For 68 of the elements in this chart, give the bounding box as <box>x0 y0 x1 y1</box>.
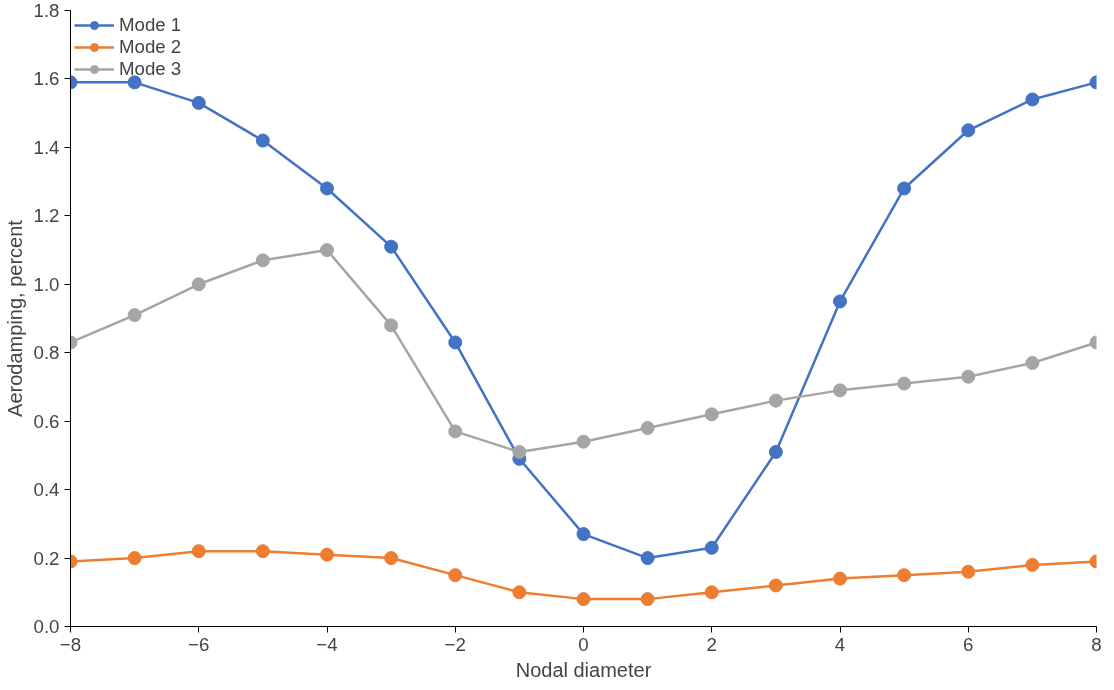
point <box>897 376 912 391</box>
point <box>191 95 206 110</box>
point <box>576 434 591 449</box>
point <box>768 578 783 593</box>
point <box>833 294 847 309</box>
point <box>320 243 334 258</box>
point <box>448 335 463 350</box>
y-tick-label: 1.6 <box>33 68 60 90</box>
y-tick-label: 0.6 <box>33 410 60 432</box>
point <box>127 308 142 323</box>
point <box>191 277 206 292</box>
x-tick-label: 4 <box>834 633 846 655</box>
legend-label: Mode 3 <box>119 58 182 80</box>
point <box>833 383 847 398</box>
point <box>1025 557 1040 572</box>
x-axis-title: Nodal diameter <box>515 658 652 681</box>
point <box>704 540 719 555</box>
y-tick-label: 0.0 <box>33 616 60 637</box>
point <box>640 551 655 566</box>
point <box>768 393 783 408</box>
y-tick-label: 0.2 <box>33 547 60 569</box>
point <box>704 407 719 422</box>
point <box>768 444 783 459</box>
point <box>191 544 206 559</box>
point <box>384 318 399 333</box>
point <box>255 253 270 268</box>
point <box>320 181 334 196</box>
point <box>961 564 976 579</box>
x-tick-label: 8 <box>1091 633 1102 655</box>
point <box>576 592 591 607</box>
point <box>961 369 976 384</box>
x-tick-label: −6 <box>188 633 210 655</box>
point <box>384 551 399 566</box>
point <box>448 424 463 439</box>
point <box>384 239 399 254</box>
point <box>576 527 591 542</box>
y-axis-title: Aerodamping, percent <box>3 219 26 417</box>
point <box>255 133 270 148</box>
y-tick-label: 1.0 <box>33 273 60 295</box>
point <box>640 592 655 607</box>
x-tick-label: 6 <box>963 633 974 655</box>
point <box>512 444 527 459</box>
point <box>512 585 527 600</box>
y-tick-label: 1.8 <box>33 0 60 21</box>
point <box>255 544 270 559</box>
legend-label: Mode 1 <box>119 14 182 36</box>
point <box>897 568 912 583</box>
x-tick-label: 0 <box>578 633 589 655</box>
point <box>127 75 142 90</box>
point <box>704 585 719 600</box>
point <box>833 571 847 586</box>
point <box>897 181 912 196</box>
legend-label: Mode 2 <box>119 36 182 58</box>
y-tick-label: 1.4 <box>33 136 60 158</box>
point <box>1025 92 1040 107</box>
point <box>320 547 334 562</box>
x-tick-label: 2 <box>706 633 717 655</box>
point <box>640 421 655 435</box>
point <box>448 568 463 583</box>
y-tick-label: 0.8 <box>33 342 60 364</box>
y-tick-label: 1.2 <box>33 205 60 227</box>
y-tick-label: 0.4 <box>33 479 60 501</box>
point <box>1025 356 1040 370</box>
x-tick-label: −4 <box>316 633 338 655</box>
x-tick-label: −8 <box>59 633 82 655</box>
x-tick-label: −2 <box>444 633 466 655</box>
point <box>961 123 976 138</box>
point <box>127 551 142 566</box>
